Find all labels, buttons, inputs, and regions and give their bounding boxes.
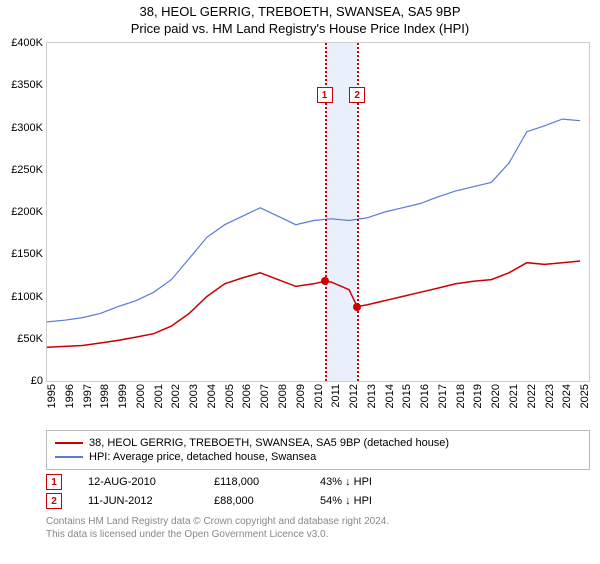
- x-tick-label: 2015: [401, 384, 413, 408]
- sale-row: 2 11-JUN-2012 £88,000 54% ↓ HPI: [46, 493, 590, 509]
- y-tick-label: £200K: [11, 206, 43, 218]
- y-tick-label: £300K: [11, 122, 43, 134]
- x-tick-label: 2024: [561, 384, 573, 408]
- title-address: 38, HEOL GERRIG, TREBOETH, SWANSEA, SA5 …: [0, 4, 600, 19]
- title-subtitle: Price paid vs. HM Land Registry's House …: [0, 21, 600, 36]
- sale-date: 12-AUG-2010: [88, 476, 188, 488]
- x-tick-label: 2004: [206, 384, 218, 408]
- sale-index-box: 1: [46, 474, 62, 490]
- sale-marker-box: 1: [317, 87, 333, 103]
- x-tick-label: 2000: [135, 384, 147, 408]
- x-tick-label: 2003: [188, 384, 200, 408]
- sale-index-box: 2: [46, 493, 62, 509]
- footer-attribution: Contains HM Land Registry data © Crown c…: [46, 515, 590, 541]
- x-tick-label: 2007: [259, 384, 271, 408]
- legend-swatch: [55, 442, 83, 444]
- x-tick-label: 2005: [224, 384, 236, 408]
- chart-area: £0£50K£100K£150K£200K£250K£300K£350K£400…: [46, 42, 590, 382]
- legend-swatch: [55, 456, 83, 458]
- x-tick-label: 1998: [99, 384, 111, 408]
- sale-row: 1 12-AUG-2010 £118,000 43% ↓ HPI: [46, 474, 590, 490]
- x-tick-label: 2009: [295, 384, 307, 408]
- sale-pct: 43% ↓ HPI: [320, 476, 420, 488]
- chart-title-block: 38, HEOL GERRIG, TREBOETH, SWANSEA, SA5 …: [0, 4, 600, 36]
- x-tick-label: 2012: [348, 384, 360, 408]
- y-tick-label: £250K: [11, 164, 43, 176]
- legend: 38, HEOL GERRIG, TREBOETH, SWANSEA, SA5 …: [46, 430, 590, 470]
- x-tick-label: 2025: [579, 384, 591, 408]
- sales-table: 1 12-AUG-2010 £118,000 43% ↓ HPI 2 11-JUN-201…: [46, 474, 590, 509]
- x-tick-label: 2014: [384, 384, 396, 408]
- x-axis-labels: 1995 1996 1997 1998 1999 2000 2001 2002 2003 2004…: [46, 382, 590, 426]
- y-tick-label: £100K: [11, 291, 43, 303]
- x-tick-label: 2020: [490, 384, 502, 408]
- x-tick-label: 2019: [472, 384, 484, 408]
- series-hpi: [47, 119, 580, 322]
- legend-item: 38, HEOL GERRIG, TREBOETH, SWANSEA, SA5 …: [55, 437, 581, 449]
- x-tick-label: 1999: [117, 384, 129, 408]
- x-tick-label: 1997: [82, 384, 94, 408]
- x-tick-label: 2010: [313, 384, 325, 408]
- footer-line2: This data is licensed under the Open Gov…: [46, 528, 590, 541]
- footer-line1: Contains HM Land Registry data © Crown c…: [46, 515, 590, 528]
- x-tick-label: 2013: [366, 384, 378, 408]
- sale-pct: 54% ↓ HPI: [320, 495, 420, 507]
- sale-dot: [321, 277, 329, 285]
- x-tick-label: 2006: [241, 384, 253, 408]
- y-tick-label: £50K: [17, 333, 43, 345]
- x-tick-label: 2008: [277, 384, 289, 408]
- y-tick-label: £150K: [11, 248, 43, 260]
- x-tick-label: 2022: [526, 384, 538, 408]
- x-tick-label: 2001: [153, 384, 165, 408]
- sale-price: £88,000: [214, 495, 294, 507]
- x-tick-label: 2018: [455, 384, 467, 408]
- x-tick-label: 1996: [64, 384, 76, 408]
- sale-price: £118,000: [214, 476, 294, 488]
- x-tick-label: 2002: [170, 384, 182, 408]
- x-tick-label: 2021: [508, 384, 520, 408]
- legend-label: 38, HEOL GERRIG, TREBOETH, SWANSEA, SA5 …: [89, 437, 449, 449]
- sale-date: 11-JUN-2012: [88, 495, 188, 507]
- x-tick-label: 1995: [46, 384, 58, 408]
- x-tick-label: 2017: [437, 384, 449, 408]
- sale-marker-box: 2: [349, 87, 365, 103]
- y-tick-label: £0: [31, 375, 43, 387]
- legend-item: HPI: Average price, detached house, Swan…: [55, 451, 581, 463]
- x-tick-label: 2011: [330, 384, 342, 408]
- legend-label: HPI: Average price, detached house, Swan…: [89, 451, 316, 463]
- x-tick-label: 2016: [419, 384, 431, 408]
- sale-dot: [353, 303, 361, 311]
- y-tick-label: £400K: [11, 37, 43, 49]
- x-tick-label: 2023: [544, 384, 556, 408]
- y-tick-label: £350K: [11, 79, 43, 91]
